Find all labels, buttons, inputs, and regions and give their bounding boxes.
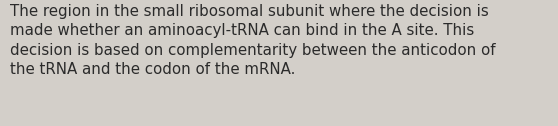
Text: The region in the small ribosomal subunit where the decision is
made whether an : The region in the small ribosomal subuni… <box>10 4 496 77</box>
